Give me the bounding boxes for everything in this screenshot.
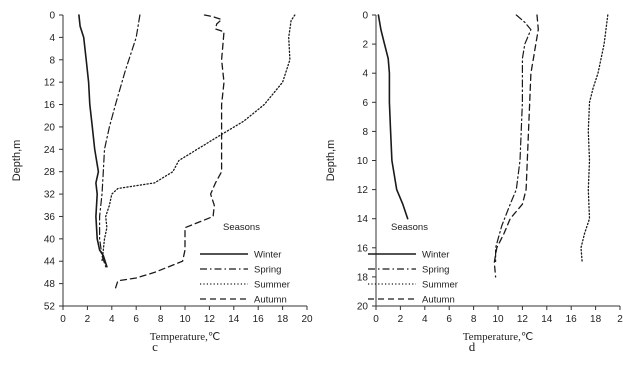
chart-panel-d: 0 2 4 6 8 10 12 14 16 18 20 0 2 4 6 8 10 12 14 16 18 2 Tempera…: [325, 11, 623, 355]
legend-label-winter: Winter: [254, 250, 281, 261]
legend-label-summer: Summer: [254, 280, 290, 291]
y-tick-label: 20: [44, 122, 56, 133]
x-tick-label: 18: [590, 314, 602, 325]
y-tick-label: 18: [357, 272, 369, 283]
legend-label-winter: Winter: [422, 250, 449, 261]
legend-title: Seasons: [391, 222, 428, 233]
y-axis-title: Depth,m: [11, 140, 23, 182]
legend-title: Seasons: [223, 222, 260, 233]
y-tick-label: 20: [357, 302, 369, 313]
x-tick-label: 2: [85, 314, 91, 325]
y-tick-label: 10: [357, 156, 369, 167]
y-tick-label: 12: [44, 78, 56, 89]
y-tick-label: 32: [44, 190, 56, 201]
y-tick-label: 0: [49, 11, 55, 22]
x-tick-label: 10: [492, 314, 504, 325]
x-tick-label: 12: [517, 314, 529, 325]
x-tick-label: 2: [617, 314, 623, 325]
series-line-autumn: [493, 14, 539, 278]
y-tick-label: 24: [44, 145, 56, 156]
x-tick-label: 6: [133, 314, 139, 325]
y-tick-label: 40: [44, 234, 56, 245]
x-tick-label: 2: [398, 314, 404, 325]
x-tick-label: 16: [566, 314, 578, 325]
x-tick-label: 6: [446, 314, 452, 325]
legend: Seasons Winter Spring Summer Autumn: [200, 222, 290, 306]
legend-label-autumn: Autumn: [422, 295, 455, 306]
series-line-spring: [98, 14, 141, 268]
y-tick-label: 8: [362, 127, 368, 138]
series-line-autumn: [114, 14, 225, 289]
series-line-spring: [495, 14, 532, 263]
y-tick-label: 14: [357, 214, 369, 225]
y-tick-label: 12: [357, 185, 369, 196]
x-tick-label: 12: [204, 314, 216, 325]
panel-label: d: [469, 339, 476, 354]
x-tick-label: 0: [60, 314, 66, 325]
y-tick-label: 4: [362, 69, 368, 80]
y-tick-label: 48: [44, 279, 56, 290]
x-tick-label: 8: [158, 314, 164, 325]
x-axis-title: Temperature,℃: [463, 331, 534, 343]
x-axis-title: Temperature,℃: [150, 331, 221, 343]
x-tick-label: 16: [253, 314, 265, 325]
y-tick-label: 36: [44, 212, 56, 223]
y-axis-title: Depth,m: [325, 140, 337, 182]
x-tick-label: 14: [541, 314, 553, 325]
x-tick-label: 10: [179, 314, 191, 325]
y-tick-label: 4: [49, 33, 55, 44]
panel-label: c: [152, 339, 158, 354]
x-tick-label: 4: [422, 314, 428, 325]
x-tick-label: 14: [228, 314, 240, 325]
y-tick-label: 2: [362, 40, 368, 51]
y-tick-label: 28: [44, 167, 56, 178]
legend-label-spring: Spring: [422, 265, 449, 276]
series-line-summer: [101, 14, 296, 262]
series-line-summer: [580, 14, 609, 264]
x-tick-label: 4: [109, 314, 115, 325]
series-line-winter: [377, 14, 409, 220]
x-tick-label: 18: [277, 314, 289, 325]
x-tick-label: 20: [301, 314, 313, 325]
y-tick-label: 52: [44, 302, 56, 313]
y-tick-label: 6: [362, 98, 368, 109]
y-tick-label: 44: [44, 257, 56, 268]
x-tick-label: 8: [471, 314, 477, 325]
y-tick-label: 8: [49, 55, 55, 66]
y-tick-label: 16: [357, 243, 369, 254]
y-tick-label: 16: [44, 100, 56, 111]
legend-label-spring: Spring: [254, 265, 281, 276]
y-tick-label: 0: [362, 11, 368, 22]
x-tick-label: 0: [373, 314, 379, 325]
legend: Seasons Winter Spring Summer Autumn: [368, 222, 458, 306]
legend-label-summer: Summer: [422, 280, 458, 291]
series-line-winter: [78, 14, 108, 268]
legend-label-autumn: Autumn: [254, 295, 287, 306]
